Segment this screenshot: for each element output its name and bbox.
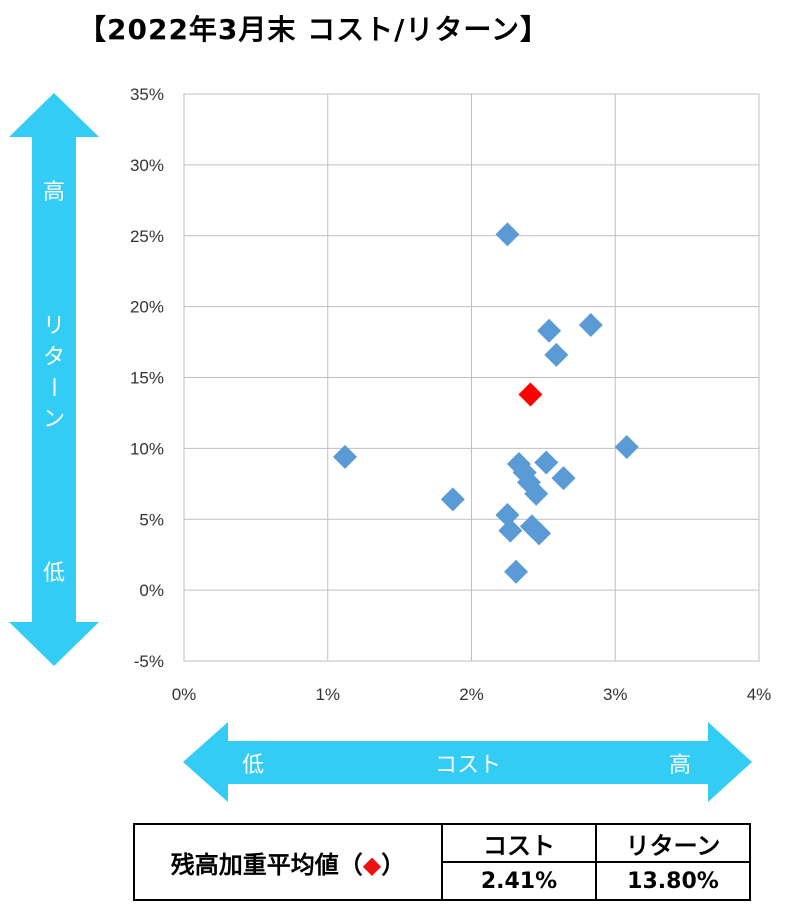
x-tick-label: 1%	[315, 685, 340, 704]
cost-low-label: 低	[242, 753, 264, 778]
data-points	[333, 222, 639, 584]
x-tick-label: 2%	[459, 685, 484, 704]
chart-title: 【2022年3月末 コスト/リターン】	[78, 13, 549, 46]
y-tick-label: 10%	[130, 439, 164, 458]
fund-point	[440, 487, 465, 512]
summary-table: 残高加重平均値（◆） コスト リターン 2.41% 13.80%	[133, 823, 751, 901]
fund-point	[504, 559, 529, 584]
fund-point	[524, 481, 549, 506]
return-axis-arrow	[9, 93, 99, 666]
red-diamond-icon: ◆	[362, 850, 382, 879]
fund-point	[498, 518, 523, 543]
fund-point	[537, 318, 562, 343]
cost-high-label: 高	[669, 753, 691, 778]
y-tick-label: 15%	[130, 369, 164, 388]
fund-point	[551, 466, 576, 491]
y-tick-label: 20%	[130, 298, 164, 317]
return-low-label: 低	[43, 561, 65, 586]
return-high-label: 高	[43, 180, 65, 205]
cost-axis-arrow	[183, 722, 752, 802]
x-tick-label: 4%	[747, 685, 772, 704]
summary-cost-value: 2.41%	[441, 861, 597, 901]
x-axis-ticks: 0% 1% 2% 3% 4%	[172, 685, 772, 704]
y-tick-label: 25%	[130, 227, 164, 246]
fund-point	[544, 342, 569, 367]
y-tick-label: -5%	[134, 652, 164, 671]
y-tick-label: 5%	[139, 510, 164, 529]
fund-point	[495, 502, 520, 527]
return-axis-label-char: リ	[43, 314, 65, 339]
cost-axis-label: コスト	[435, 753, 501, 778]
y-tick-label: 35%	[130, 85, 164, 104]
x-tick-label: 3%	[603, 685, 628, 704]
return-axis-label-char: タ	[43, 345, 65, 370]
fund-point	[333, 444, 357, 469]
weighted-average-point	[518, 382, 543, 407]
summary-label: 残高加重平均値（	[170, 850, 363, 879]
fund-point	[527, 521, 552, 546]
fund-point	[495, 222, 520, 247]
return-axis-label: リターン	[40, 314, 65, 432]
summary-label-close: ）	[381, 850, 406, 879]
return-axis-label-char: ン	[43, 407, 65, 432]
x-tick-label: 0%	[172, 685, 197, 704]
summary-return-header: リターン	[595, 823, 751, 863]
summary-label-cell: 残高加重平均値（◆）	[133, 823, 443, 901]
y-tick-label: 30%	[130, 156, 164, 175]
y-tick-label: 0%	[139, 581, 164, 600]
y-axis-ticks: -5% 0% 5% 10% 15% 20% 25% 30% 35%	[130, 85, 164, 671]
fund-point	[578, 313, 603, 338]
plot-grid	[183, 93, 760, 662]
summary-cost-header: コスト	[441, 823, 597, 863]
fund-point	[534, 450, 559, 475]
summary-return-value: 13.80%	[595, 861, 751, 901]
fund-point	[614, 434, 639, 459]
return-axis-label-char: ー	[40, 376, 65, 398]
